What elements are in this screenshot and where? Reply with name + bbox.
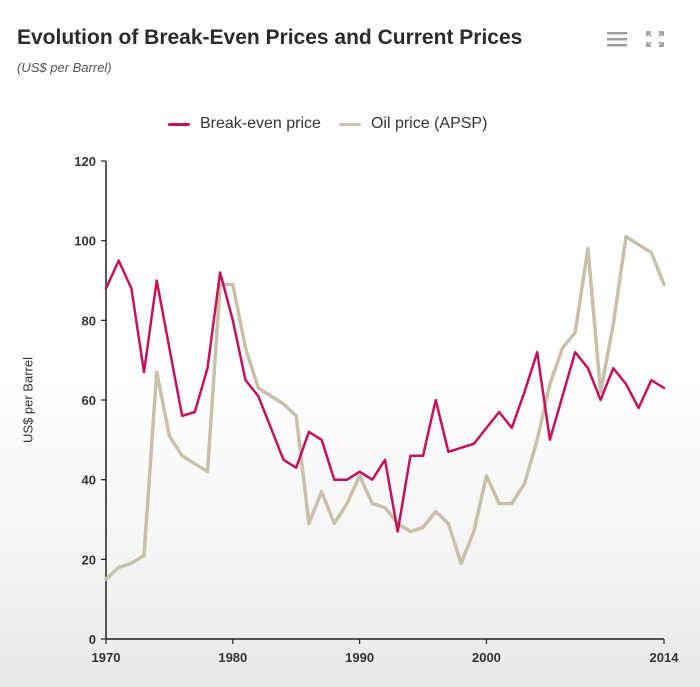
legend-swatch-oil-price bbox=[338, 122, 361, 126]
legend-swatch-break-even bbox=[168, 122, 190, 126]
series-line-oil-price bbox=[104, 234, 666, 582]
legend-label-oil-price: Oil price (APSP) bbox=[370, 115, 488, 132]
x-tick-label: 2000 bbox=[472, 650, 501, 665]
chart-legend: Break-even price Oil price (APSP) bbox=[168, 115, 487, 133]
series-line-break-even bbox=[104, 259, 666, 533]
legend-item-oil-price[interactable]: Oil price (APSP) bbox=[338, 115, 488, 133]
legend-label-break-even: Break-even price bbox=[200, 115, 321, 132]
x-tick-label: 1970 bbox=[92, 650, 121, 665]
y-tick-label: 40 bbox=[82, 473, 96, 488]
y-tick-label: 20 bbox=[82, 552, 96, 567]
y-tick-label: 120 bbox=[74, 154, 96, 169]
fullscreen-icon[interactable] bbox=[645, 30, 667, 48]
y-tick-label: 80 bbox=[82, 313, 96, 328]
x-tick-label: 2014 bbox=[650, 650, 680, 665]
y-tick-label: 60 bbox=[82, 393, 96, 408]
legend-item-break-even[interactable]: Break-even price bbox=[168, 115, 321, 133]
chart-title: Evolution of Break-Even Prices and Curre… bbox=[17, 26, 523, 49]
y-tick-label: 100 bbox=[74, 234, 96, 249]
hamburger-menu-icon[interactable] bbox=[606, 30, 628, 48]
y-tick-label: 0 bbox=[89, 632, 96, 647]
chart-subtitle: (US$ per Barrel) bbox=[17, 60, 112, 75]
x-tick-label: 1990 bbox=[345, 650, 374, 665]
x-tick-label: 1980 bbox=[218, 650, 247, 665]
